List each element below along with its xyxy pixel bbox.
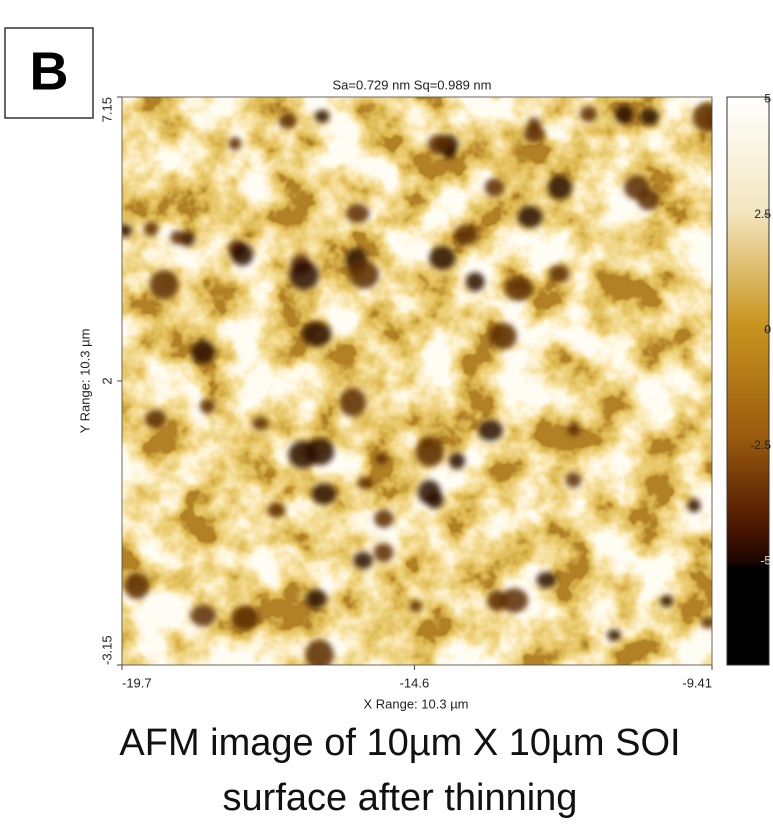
pit [417, 480, 441, 505]
pit [124, 572, 150, 599]
chart-title: Sa=0.729 nm Sq=0.989 nm [332, 77, 491, 92]
pit [484, 178, 505, 197]
pit [349, 260, 379, 289]
pit [523, 125, 546, 143]
pit [429, 245, 456, 270]
pit [252, 416, 269, 431]
pit [639, 108, 659, 126]
pit [305, 438, 335, 466]
pit [305, 589, 327, 609]
pit [549, 264, 570, 283]
pit [615, 104, 634, 125]
x-tick-label: -19.7 [122, 675, 152, 690]
y-tick-label: -3.15 [99, 635, 114, 665]
pit [301, 321, 332, 347]
y-tick-label: 2 [99, 377, 114, 384]
pit [373, 543, 394, 563]
y-axis-label: Y Range: 10.3 µm [77, 329, 92, 434]
pit [687, 498, 701, 513]
pit [231, 243, 254, 266]
pit [375, 452, 388, 465]
pit [607, 629, 621, 641]
colorbar-tick-label: 2.5 [754, 207, 771, 221]
pit [567, 422, 581, 437]
pit [660, 595, 674, 607]
pit [517, 205, 543, 228]
pit [228, 137, 242, 151]
pit [465, 272, 485, 292]
pit [311, 483, 337, 505]
pit [623, 175, 650, 200]
pit [547, 175, 573, 200]
caption-line: surface after thinning [223, 777, 578, 819]
pit [415, 436, 444, 467]
pit [448, 452, 466, 470]
pit [267, 502, 286, 518]
pit [409, 600, 422, 612]
pit [427, 134, 450, 155]
pit [305, 639, 334, 665]
pit [489, 322, 517, 350]
caption-line: AFM image of 10µm X 10µm SOI [119, 722, 680, 764]
afm-texture [122, 97, 712, 665]
pit [191, 339, 215, 364]
pit [199, 398, 216, 414]
panel-label: B [30, 41, 69, 101]
afm-image [122, 97, 712, 665]
pit [700, 616, 712, 629]
pit [314, 109, 330, 123]
y-tick-label: 7.15 [99, 97, 114, 122]
pit [504, 276, 534, 301]
pit [374, 509, 394, 528]
x-tick-label: -9.41 [682, 675, 712, 690]
pit [692, 102, 712, 132]
pit [353, 551, 373, 569]
pit [453, 224, 479, 246]
colorbar-tick-label: -2.5 [750, 438, 771, 452]
pit [289, 260, 319, 290]
pit [278, 112, 297, 129]
pit [499, 588, 529, 613]
colorbar-tick-label: 5 [764, 91, 771, 105]
pit [231, 605, 260, 630]
pit [144, 409, 167, 429]
pit [536, 571, 557, 589]
panel-box [4, 27, 94, 119]
pit [346, 203, 370, 223]
pits [122, 102, 712, 665]
pit [122, 223, 132, 238]
pit [149, 270, 179, 300]
pit [170, 230, 186, 245]
x-tick-label: -14.6 [400, 675, 430, 690]
pit [190, 604, 217, 627]
pit [144, 221, 159, 237]
pit [565, 472, 582, 488]
pit [339, 388, 367, 417]
pit [477, 419, 503, 442]
x-axis-label: X Range: 10.3 µm [363, 696, 468, 711]
colorbar-tick-label: -5 [760, 553, 771, 567]
pit [580, 106, 597, 123]
colorbar [726, 96, 770, 666]
pit [357, 476, 373, 490]
colorbar-tick-label: 0 [764, 322, 771, 336]
